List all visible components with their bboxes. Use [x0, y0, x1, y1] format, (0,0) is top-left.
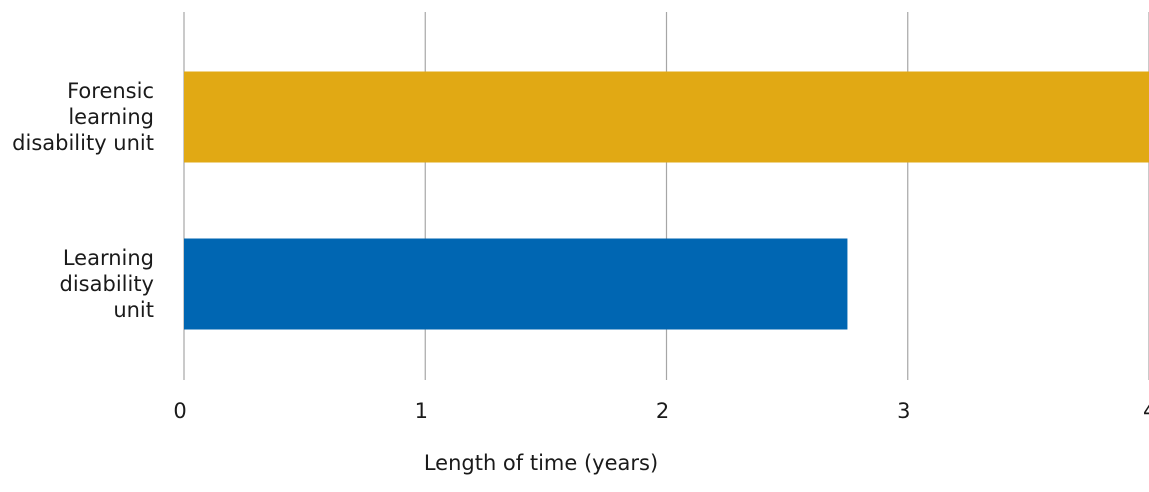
category-label-1: Forensic learning disability unit	[12, 79, 154, 155]
x-tick-label-0: 0	[173, 399, 186, 423]
x-tick-labels: 0 1 2 3 4	[173, 399, 1149, 423]
category-label-line: learning	[68, 105, 154, 129]
category-label-2: Learning disability unit	[60, 246, 154, 322]
category-label-line: disability unit	[12, 131, 154, 155]
x-tick-label-2: 2	[656, 399, 669, 423]
x-tick-label-3: 3	[897, 399, 910, 423]
bars	[184, 71, 1149, 330]
bar-1	[184, 71, 1149, 163]
x-tick-label-1: 1	[415, 399, 428, 423]
category-label-line: Learning	[63, 246, 154, 270]
category-label-line: unit	[113, 298, 154, 322]
category-label-line: disability	[60, 272, 154, 296]
category-label-line: Forensic	[67, 79, 154, 103]
x-axis-title: Length of time (years)	[424, 451, 658, 475]
x-tick-label-4: 4	[1143, 399, 1149, 423]
bar-2	[184, 238, 848, 330]
